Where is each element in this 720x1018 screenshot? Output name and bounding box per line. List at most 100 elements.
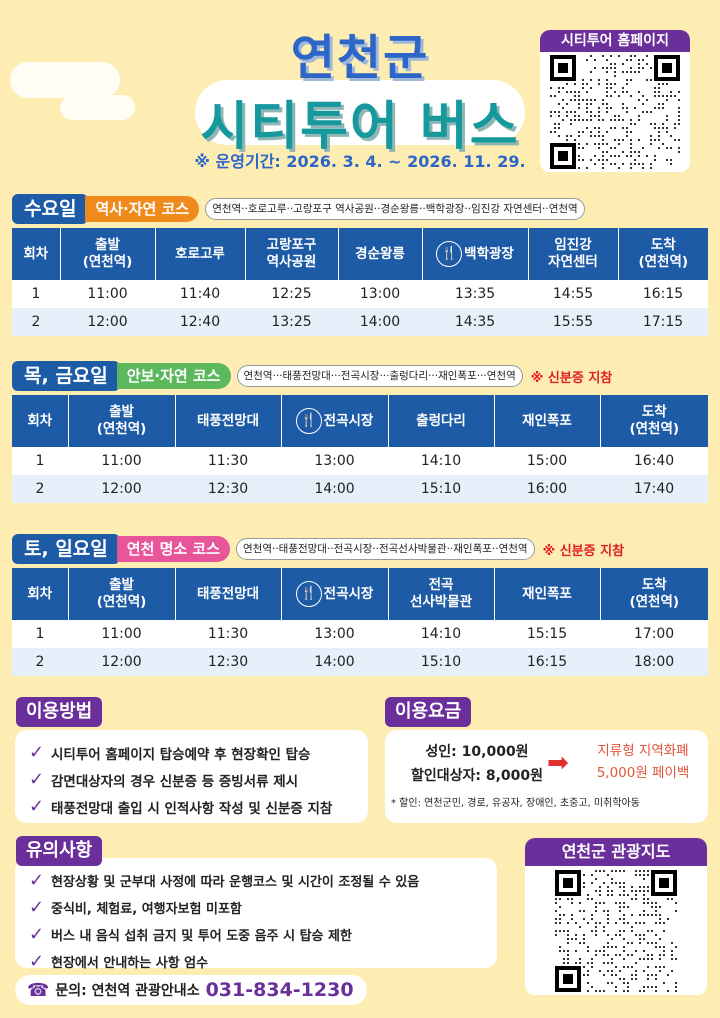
title-city-tour-bus: 시티투어 버스 [200,97,520,157]
payback-line1: 지류형 지역화폐 [597,743,689,759]
column-header: 도착 (연천역) [599,395,708,447]
schedule-table: 회차 출발 (연천역) 호로고루 고랑포구 역사공원 경순왕릉 🍴 백학광장 임진강 자연센터 도착(… [12,228,708,336]
checklist-text: 현장에서 안내하는 사항 엄수 [51,956,209,971]
contact-phone[interactable]: 031-834-1230 [205,979,354,1001]
checkmark-icon: ✓ [29,742,45,763]
time-cell: 13:00 [281,620,388,648]
checklist-item: ✓ 현장에서 안내하는 사항 엄수 [29,951,483,972]
checklist-text: 태풍전망대 출입 시 인적사항 작성 및 신분증 지참 [51,800,333,817]
table-header-row: 회차 출발 (연천역) 태풍전망대 🍴 전곡시장 전곡 선사박물관 재인폭포 도착 (연천역) [12,568,708,620]
tourism-map-qr-panel[interactable]: 연천군 관광지도 [525,838,707,995]
checklist-text: 감면대상자의 경우 신분증 등 증빙서류 제시 [51,773,299,790]
time-cell: 17:40 [600,475,708,503]
time-cell: 17:00 [600,620,708,648]
time-cell: 14:00 [281,475,388,503]
checkmark-icon: ✓ [29,924,45,945]
meal-fork-spoon-icon: 🍴 [295,408,322,434]
time-cell: 12:30 [175,475,281,503]
column-header: 출발 (연천역) [67,568,175,620]
usage-title: 이용방법 [16,697,103,727]
checklist-text: 현장상황 및 군부대 사정에 따라 운행코스 및 시간이 조정될 수 있음 [51,875,420,890]
day-label: 수요일 [12,194,89,224]
time-cell: 15:10 [388,648,494,676]
route-summary: 연천역··호로고루··고랑포구 역사공원··경순왕릉··백학광장··임진강 자연… [205,198,585,220]
tourism-map-qr-code[interactable] [555,870,677,992]
time-cell: 18:00 [600,648,708,676]
phone-icon: ☎ [27,979,50,1001]
column-header: 출렁다리 [387,395,494,447]
time-cell: 2 [12,648,68,676]
day-label: 토, 일요일 [12,534,120,564]
column-header: 🍴 백학광장 [421,228,528,280]
time-cell: 14:10 [388,447,494,475]
table-row: 1 11:00 11:40 12:25 13:00 13:35 14:55 16:15 [12,280,708,308]
meal-fork-spoon-icon: 🍴 [436,241,463,267]
table-header-row: 회차 출발 (연천역) 호로고루 고랑포구 역사공원 경순왕릉 🍴 백학광장 임진강 자연센터 도착(… [12,228,708,280]
table-row: 1 11:00 11:30 13:00 14:10 15:15 17:00 [12,620,708,648]
checkmark-icon: ✓ [29,951,45,972]
schedule-header: 수요일 역사·자연 코스 연천역··호로고루··고랑포구 역사공원··경순왕릉··백… [12,194,585,224]
checklist-item: ✓ 중식비, 체험료, 여행자보험 미포함 [29,897,483,918]
fee-adult: 성인: 10,000원 [425,744,529,760]
time-cell: 11:40 [155,280,245,308]
time-cell: 11:30 [175,620,281,648]
table-row: 1 11:00 11:30 13:00 14:10 15:00 16:40 [12,447,708,475]
time-cell: 14:55 [528,280,618,308]
schedule-table: 회차 출발 (연천역) 태풍전망대 🍴 전곡시장 전곡 선사박물관 재인폭포 도착 (연천역) 1 11… [12,568,708,676]
time-cell: 13:25 [245,308,338,336]
time-cell: 16:00 [494,475,600,503]
column-header: 출발 (연천역) [67,395,175,447]
column-header: 태풍전망대 [174,568,281,620]
day-label: 목, 금요일 [12,361,120,391]
checklist-item: ✓ 시티투어 홈페이지 탑승예약 후 현장확인 탑승 [29,742,354,763]
operation-period: ※ 운영기간: 2026. 3. 4. ~ 2026. 11. 29. [194,152,526,171]
homepage-qr-panel[interactable]: 시티투어 홈페이지 [540,30,690,172]
column-header: 🍴 전곡시장 [280,395,388,447]
course-label: 연천 명소 코스 [116,536,231,562]
time-cell: 12:30 [175,648,281,676]
column-header: 출발 (연천역) [59,228,155,280]
id-required-note: ※ 신분증 지참 [530,370,613,386]
route-summary: 연천역···태풍전망대···전곡시장···출렁다리···재인폭포···연천역 [236,365,523,387]
time-cell: 15:55 [528,308,618,336]
payback-line2: 5,000원 페이백 [596,765,690,781]
time-cell: 15:15 [494,620,600,648]
course-label: 역사·자연 코스 [85,196,200,222]
checklist-item: ✓ 태풍전망대 출입 시 인적사항 작성 및 신분증 지참 [29,796,354,817]
time-cell: 1 [12,280,60,308]
id-required-note: ※ 신분증 지참 [542,543,625,559]
time-cell: 14:10 [388,620,494,648]
column-header: 🍴 전곡시장 [280,568,388,620]
column-header: 도착 (연천역) [617,228,708,280]
time-cell: 2 [12,475,68,503]
time-cell: 11:00 [68,620,175,648]
usage-box: ✓ 시티투어 홈페이지 탑승예약 후 현장확인 탑승 ✓ 감면대상자의 경우 신분증 … [15,730,368,823]
column-header: 경순왕릉 [337,228,422,280]
meal-fork-spoon-icon: 🍴 [295,581,322,607]
time-cell: 16:15 [618,280,708,308]
column-header: 회차 [12,568,68,620]
schedule-header: 목, 금요일 안보·자연 코스 연천역···태풍전망대···전곡시장···출렁다리·… [12,361,613,391]
checklist-text: 시티투어 홈페이지 탑승예약 후 현장확인 탑승 [51,746,311,763]
time-cell: 12:25 [245,280,338,308]
homepage-qr-code[interactable] [550,55,680,169]
column-header: 회차 [12,395,68,447]
homepage-qr-label: 시티투어 홈페이지 [540,30,690,52]
time-cell: 17:15 [618,308,708,336]
tourism-map-qr-label: 연천군 관광지도 [525,838,707,866]
checkmark-icon: ✓ [29,870,45,891]
time-cell: 13:35 [422,280,528,308]
contact-pill: ☎ 문의: 연천역 관광안내소 031-834-1230 [15,975,367,1005]
column-header: 임진강 자연센터 [527,228,618,280]
checkmark-icon: ✓ [29,796,45,817]
time-cell: 15:10 [388,475,494,503]
time-cell: 16:40 [600,447,708,475]
time-cell: 15:00 [494,447,600,475]
discount-footnote: * 할인: 연천군민, 경로, 유공자, 장애인, 초중고, 미취학아동 [391,798,640,809]
time-cell: 12:00 [60,308,155,336]
column-header: 호로고루 [154,228,245,280]
schedule-table: 회차 출발 (연천역) 태풍전망대 🍴 전곡시장 출렁다리 재인폭포 도착 (연천역) 1 11:00… [12,395,708,503]
fees-title: 이용요금 [385,697,472,727]
table-row: 2 12:00 12:30 14:00 15:10 16:15 18:00 [12,648,708,676]
cloud-decoration [60,95,135,120]
